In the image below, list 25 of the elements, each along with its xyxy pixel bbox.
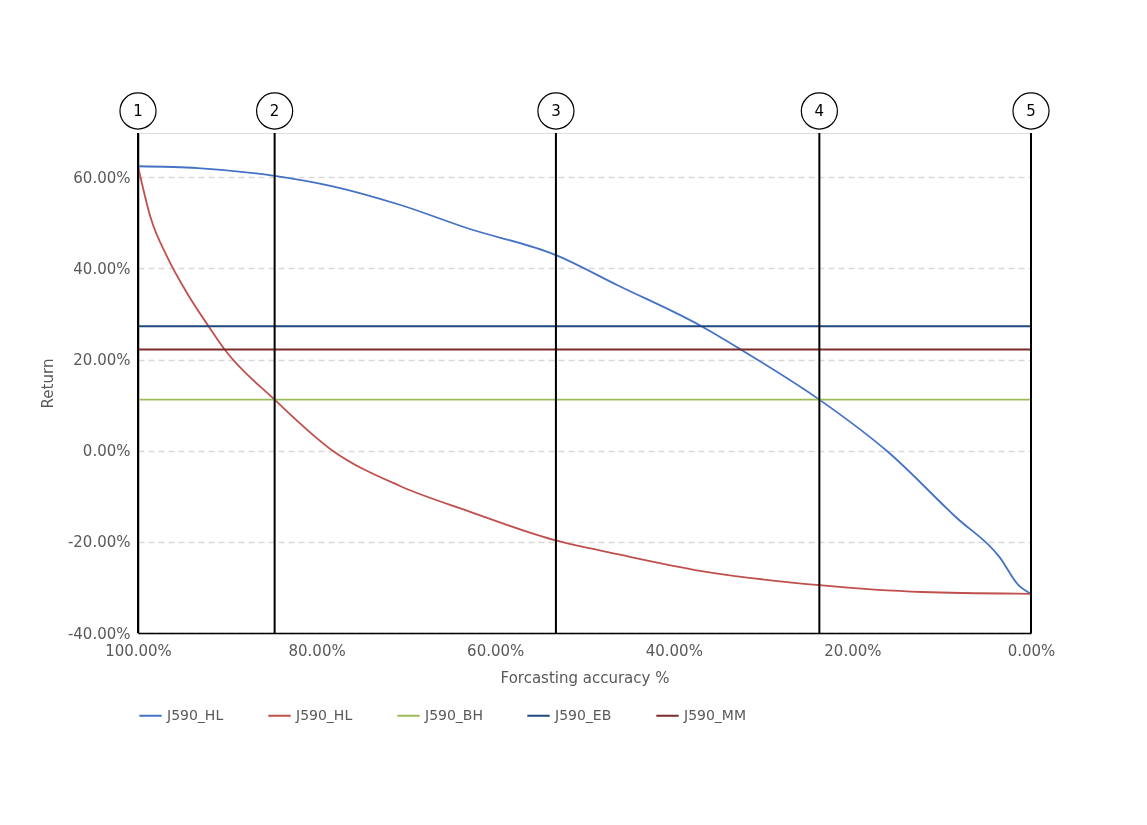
x-tick-label: 80.00%: [288, 641, 346, 660]
x-axis-title: Forcasting accuracy %: [500, 668, 670, 687]
y-axis-title: Return: [38, 358, 57, 409]
legend-label: J590_HL: [295, 706, 353, 723]
y-tick-label: 20.00%: [73, 351, 131, 370]
legend-label: J590_EB: [554, 706, 612, 723]
x-tick-label: 60.00%: [467, 641, 525, 660]
y-tick-label: 40.00%: [73, 259, 131, 278]
y-tick-label: -20.00%: [67, 533, 131, 552]
text: 4: [814, 102, 825, 120]
text: 1: [133, 102, 143, 120]
legend-label: J590_HL: [166, 706, 224, 723]
text: 5: [1026, 102, 1036, 120]
x-tick-label: 20.00%: [824, 641, 882, 660]
text: 3: [551, 102, 561, 120]
legend-label: J590_BH: [424, 706, 483, 723]
y-tick-label: -40.00%: [67, 624, 131, 643]
line-series: [137, 165, 1032, 595]
x-tick-label: 0.00%: [1007, 641, 1056, 660]
y-tick-label: 60.00%: [73, 168, 131, 187]
x-tick-label: 40.00%: [645, 641, 703, 660]
legend-label: J590_MM: [683, 706, 747, 723]
x-tick-label: 100.00%: [105, 641, 172, 660]
y-tick-label: 0.00%: [82, 442, 131, 461]
text: 2: [269, 102, 280, 120]
